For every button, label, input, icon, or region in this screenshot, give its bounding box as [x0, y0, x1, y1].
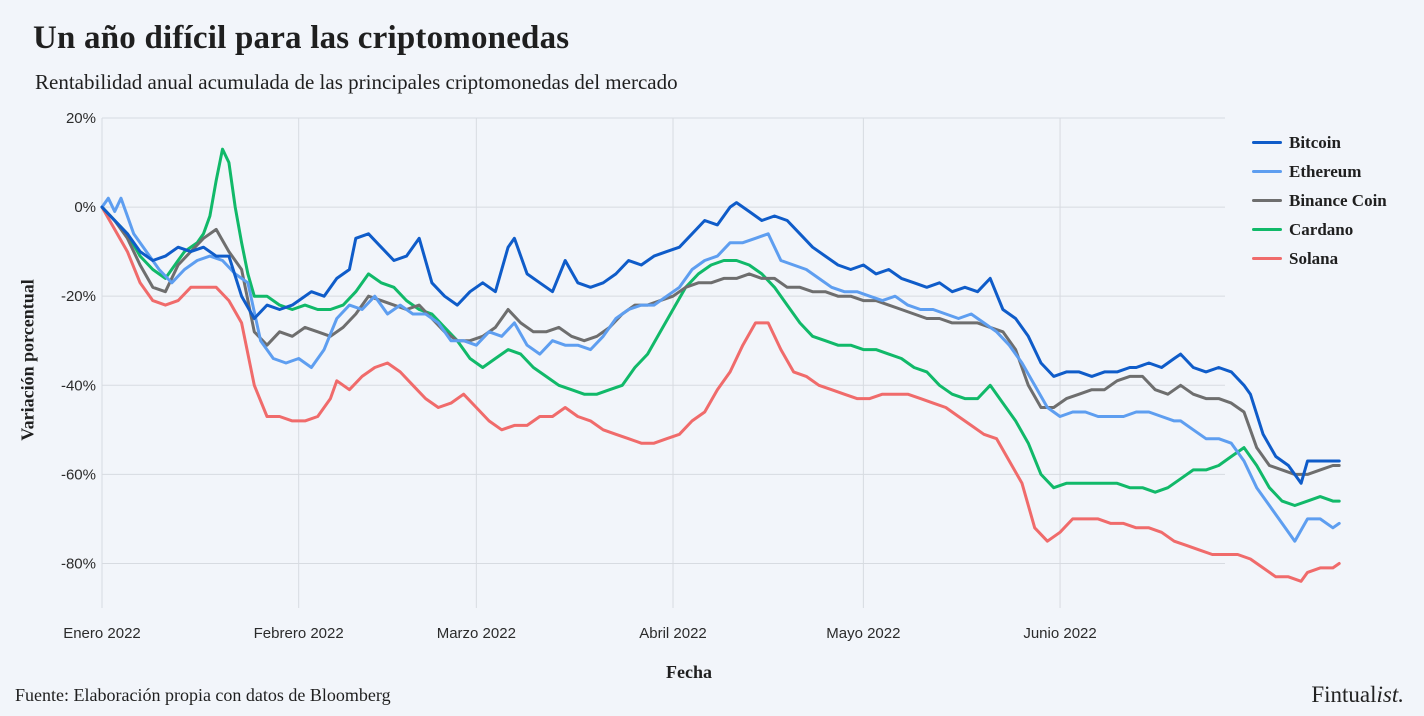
legend-label: Bitcoin	[1289, 132, 1341, 152]
legend-swatch	[1252, 199, 1282, 202]
legend-label: Binance Coin	[1289, 190, 1387, 210]
x-tick-label: Abril 2022	[639, 625, 707, 642]
series-lines	[100, 147, 1341, 583]
legend-item-cardano[interactable]: Cardano	[1252, 215, 1387, 244]
legend-label: Ethereum	[1289, 161, 1362, 181]
x-tick-label: Mayo 2022	[826, 625, 900, 642]
legend-label: Solana	[1289, 248, 1339, 268]
y-tick-label: 20%	[66, 110, 96, 127]
legend: Bitcoin Ethereum Binance Coin Cardano Solana	[1252, 128, 1387, 273]
y-tick-label: -60%	[61, 466, 96, 483]
series-line-ethereum	[100, 196, 1341, 543]
x-tick-label: Junio 2022	[1023, 625, 1096, 642]
legend-swatch	[1252, 228, 1282, 231]
brand-logo: Fintualist.	[1311, 682, 1404, 708]
y-tick-label: -80%	[61, 555, 96, 572]
brand-main: Fintual	[1311, 682, 1377, 707]
chart-title: Un año difícil para las criptomonedas	[33, 20, 570, 56]
axis-ticks: 20% 0% -20% -40% -60% -80% Enero 2022 Febrero 2…	[61, 110, 1097, 642]
x-tick-label: Febrero 2022	[254, 625, 344, 642]
legend-swatch	[1252, 141, 1282, 144]
legend-item-binance-coin[interactable]: Binance Coin	[1252, 186, 1387, 215]
x-axis-label: Fecha	[666, 662, 712, 682]
legend-label: Cardano	[1289, 219, 1354, 239]
legend-swatch	[1252, 257, 1282, 260]
y-tick-label: -20%	[61, 288, 96, 305]
x-tick-label: Marzo 2022	[437, 625, 516, 642]
grid-lines	[101, 117, 1225, 608]
y-tick-label: -40%	[61, 377, 96, 394]
chart-subtitle: Rentabilidad anual acumulada de las prin…	[35, 70, 678, 94]
y-tick-label: 0%	[74, 199, 96, 216]
x-tick-label: Enero 2022	[63, 625, 141, 642]
legend-item-bitcoin[interactable]: Bitcoin	[1252, 128, 1387, 157]
series-line-binance-coin	[100, 205, 1341, 476]
source-note: Fuente: Elaboración propia con datos de …	[15, 685, 391, 705]
series-line-solana	[100, 205, 1341, 583]
legend-item-solana[interactable]: Solana	[1252, 244, 1387, 273]
brand-italic: ist.	[1376, 682, 1404, 707]
y-axis-label: Variación porcentual	[17, 279, 38, 441]
series-line-cardano	[100, 147, 1341, 507]
series-line-bitcoin	[100, 201, 1341, 485]
legend-item-ethereum[interactable]: Ethereum	[1252, 157, 1387, 186]
legend-swatch	[1252, 170, 1282, 173]
